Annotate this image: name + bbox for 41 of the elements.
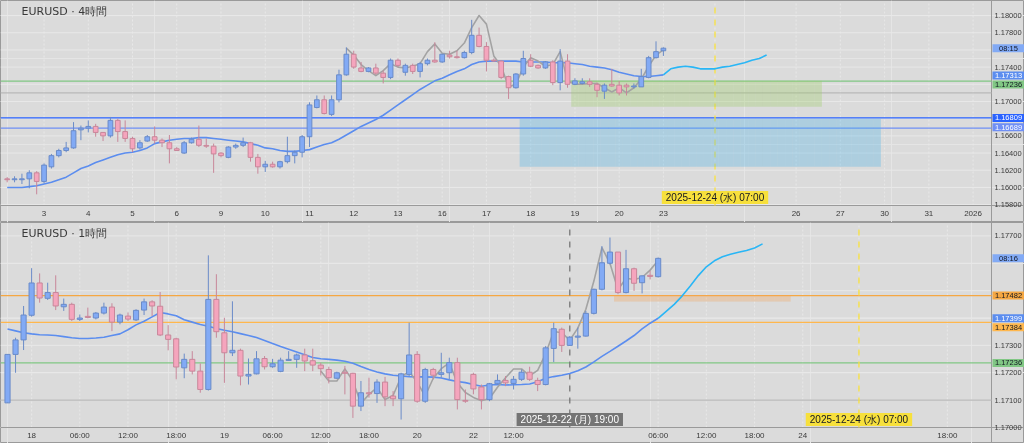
- x-tick-label: 11: [305, 209, 315, 218]
- x-tick-label: 9: [218, 209, 224, 218]
- x-tick-label: 19: [570, 209, 580, 218]
- x-tick-label: 06:00: [648, 431, 669, 440]
- x-tick-label: 18: [27, 431, 37, 440]
- x-tick-label: 18:00: [937, 431, 958, 440]
- x-tick-label: 27: [835, 209, 846, 218]
- x-tick-label: 06:00: [69, 431, 91, 440]
- x-tick-label: 16: [437, 209, 448, 218]
- x-tick-label: 2026: [964, 209, 983, 218]
- chart-title: EURUSD · 1時間: [21, 227, 108, 240]
- x-tick-label: 12:00: [696, 431, 717, 440]
- chart-title: EURUSD · 4時間: [21, 5, 108, 18]
- x-tick-label: 26: [791, 209, 802, 218]
- x-tick-label: 17: [481, 209, 492, 218]
- x-tick-label: 4: [86, 209, 92, 218]
- x-tick-label: 24: [798, 431, 808, 440]
- x-tick-label: 12:00: [310, 431, 332, 440]
- x-tick-label: 12:00: [117, 431, 139, 440]
- x-tick-label: 2025-12-24 (水) 07:00: [809, 414, 909, 425]
- x-tick-label: 5: [130, 209, 136, 218]
- x-tick-label: 2025-12-22 (月) 19:00: [520, 414, 620, 425]
- x-tick-label: 18:00: [358, 431, 380, 440]
- x-tick-label: 30: [880, 209, 890, 218]
- x-tick-label: 18: [526, 209, 536, 218]
- x-tick-label: 2025-12-24 (水) 07:00: [665, 192, 765, 203]
- x-tick-label: 12:00: [503, 431, 525, 440]
- x-tick-label: 18:00: [166, 431, 187, 440]
- x-tick-label: 19: [219, 431, 230, 440]
- x-tick-label: 13: [393, 209, 403, 218]
- x-tick-label: 6: [174, 209, 180, 218]
- x-tick-label: 18:00: [744, 431, 766, 440]
- x-tick-label: 20: [412, 431, 423, 440]
- x-tick-label: 22: [468, 431, 479, 440]
- x-tick-label: 3: [41, 209, 47, 218]
- x-tick-label: 10: [260, 209, 271, 218]
- x-tick-label: 23: [658, 209, 669, 218]
- x-tick-label: 20: [614, 209, 625, 218]
- x-tick-label: 12: [349, 209, 359, 218]
- x-tick-label: 06:00: [262, 431, 284, 440]
- x-tick-label: 31: [924, 209, 934, 218]
